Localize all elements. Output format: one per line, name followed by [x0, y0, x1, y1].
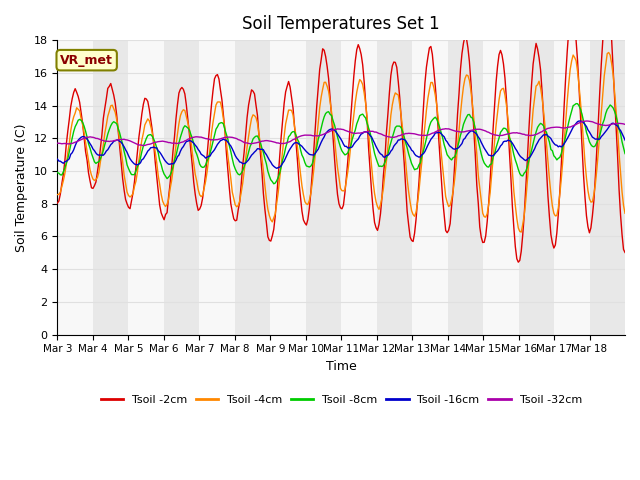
Tsoil -32cm — [347, 130, 355, 135]
Tsoil -2cm — [346, 135, 353, 141]
Tsoil -4cm — [621, 210, 629, 216]
Tsoil -32cm — [73, 139, 81, 144]
Tsoil -8cm — [54, 169, 61, 175]
Text: VR_met: VR_met — [60, 54, 113, 67]
Tsoil -4cm — [517, 229, 525, 235]
Tsoil -4cm — [54, 192, 61, 197]
Tsoil -32cm — [91, 135, 99, 141]
Bar — [199, 40, 235, 335]
Tsoil -16cm — [621, 137, 629, 143]
Bar — [554, 40, 589, 335]
Tsoil -8cm — [73, 121, 81, 127]
Tsoil -16cm — [460, 137, 467, 143]
Bar — [341, 40, 377, 335]
Tsoil -2cm — [544, 193, 552, 199]
Line: Tsoil -16cm: Tsoil -16cm — [58, 121, 625, 168]
Tsoil -8cm — [91, 159, 99, 165]
Tsoil -2cm — [515, 259, 522, 265]
Tsoil -2cm — [54, 200, 61, 206]
Tsoil -2cm — [620, 247, 627, 252]
Bar — [483, 40, 518, 335]
Tsoil -32cm — [582, 118, 590, 124]
Line: Tsoil -2cm: Tsoil -2cm — [58, 7, 625, 262]
Tsoil -32cm — [544, 125, 552, 131]
Tsoil -2cm — [458, 50, 466, 56]
Legend: Tsoil -2cm, Tsoil -4cm, Tsoil -8cm, Tsoil -16cm, Tsoil -32cm: Tsoil -2cm, Tsoil -4cm, Tsoil -8cm, Tsoi… — [96, 390, 586, 409]
Tsoil -32cm — [460, 129, 467, 135]
Tsoil -16cm — [91, 148, 99, 154]
Tsoil -4cm — [346, 156, 353, 162]
Tsoil -4cm — [458, 96, 466, 102]
X-axis label: Time: Time — [326, 360, 356, 373]
Tsoil -8cm — [544, 134, 552, 140]
Tsoil -16cm — [620, 134, 627, 140]
Tsoil -16cm — [54, 156, 61, 162]
Bar — [129, 40, 164, 335]
Y-axis label: Soil Temperature (C): Soil Temperature (C) — [15, 123, 28, 252]
Line: Tsoil -32cm: Tsoil -32cm — [58, 121, 625, 145]
Tsoil -32cm — [620, 121, 627, 127]
Tsoil -8cm — [572, 101, 580, 107]
Bar — [270, 40, 306, 335]
Bar — [58, 40, 93, 335]
Tsoil -16cm — [544, 133, 552, 139]
Tsoil -32cm — [140, 143, 147, 148]
Tsoil -8cm — [620, 145, 627, 151]
Tsoil -4cm — [544, 158, 552, 164]
Tsoil -2cm — [91, 183, 99, 189]
Tsoil -8cm — [270, 181, 278, 187]
Tsoil -16cm — [575, 118, 583, 124]
Tsoil -2cm — [621, 250, 629, 255]
Line: Tsoil -8cm: Tsoil -8cm — [58, 104, 625, 184]
Tsoil -16cm — [73, 139, 81, 145]
Bar — [412, 40, 447, 335]
Tsoil -16cm — [273, 166, 280, 171]
Tsoil -4cm — [91, 178, 99, 183]
Tsoil -16cm — [347, 144, 355, 150]
Tsoil -2cm — [604, 4, 611, 10]
Tsoil -32cm — [54, 140, 61, 146]
Tsoil -4cm — [73, 105, 81, 110]
Title: Soil Temperatures Set 1: Soil Temperatures Set 1 — [243, 15, 440, 33]
Tsoil -8cm — [460, 121, 467, 127]
Tsoil -4cm — [605, 49, 612, 55]
Tsoil -8cm — [347, 143, 355, 149]
Tsoil -8cm — [621, 151, 629, 156]
Line: Tsoil -4cm: Tsoil -4cm — [58, 52, 625, 232]
Tsoil -32cm — [621, 121, 629, 127]
Tsoil -2cm — [73, 89, 81, 95]
Tsoil -4cm — [620, 203, 627, 208]
